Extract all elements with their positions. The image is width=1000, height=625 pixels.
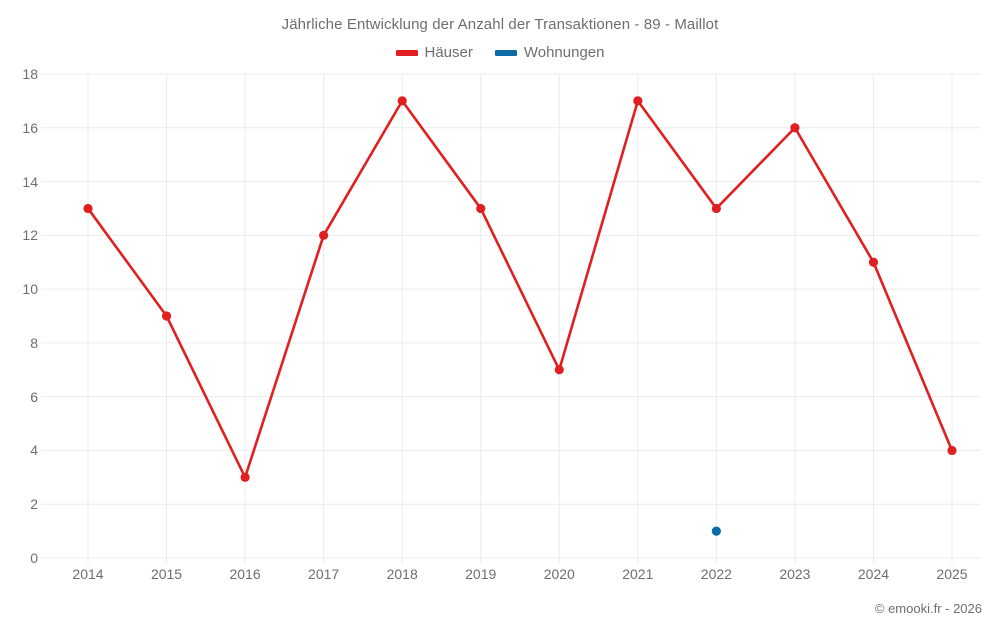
- y-tick-label: 2: [30, 496, 38, 513]
- data-point[interactable]: [947, 445, 957, 456]
- y-tick-label: 14: [22, 173, 38, 190]
- legend-swatch-hauser: [395, 49, 418, 56]
- y-tick-label: 18: [22, 66, 38, 82]
- axis-tickmarks: [41, 73, 953, 564]
- x-tick-label: 2022: [700, 566, 732, 582]
- data-point[interactable]: [397, 96, 407, 106]
- legend-label-wohnungen: Wohnungen: [523, 44, 605, 61]
- x-tick-label: 2018: [386, 566, 418, 582]
- series-layer: [83, 96, 957, 536]
- legend-label-hauser: Häuser: [424, 44, 473, 61]
- data-point[interactable]: [83, 203, 93, 214]
- x-tick-label: 2015: [150, 566, 183, 582]
- y-tick-label: 4: [30, 442, 38, 459]
- x-tick-label: 2021: [622, 566, 654, 582]
- y-tick-label: 8: [30, 334, 38, 351]
- x-tick-label: 2023: [779, 566, 811, 582]
- y-tick-label: 10: [22, 281, 38, 298]
- data-point[interactable]: [711, 526, 721, 536]
- data-point[interactable]: [240, 472, 250, 482]
- data-point[interactable]: [476, 203, 486, 214]
- y-tick-label: 16: [22, 119, 38, 136]
- data-point[interactable]: [711, 203, 721, 214]
- x-tick-label: 2025: [936, 566, 968, 582]
- legend-swatch-wohnungen: [494, 49, 517, 56]
- y-tick-label: 0: [30, 550, 38, 566]
- x-tick-label: 2019: [465, 566, 497, 582]
- chart-title: Jährliche Entwicklung der Anzahl der Tra…: [281, 16, 719, 33]
- data-point[interactable]: [161, 311, 172, 321]
- x-tick-label: 2024: [857, 566, 890, 582]
- y-tick-label: 6: [30, 388, 38, 405]
- x-tick-label: 2014: [72, 566, 104, 582]
- gridlines: [47, 73, 980, 559]
- data-point[interactable]: [554, 365, 564, 375]
- x-tick-label: 2016: [229, 566, 261, 582]
- chart-legend: Häuser Wohnungen: [0, 44, 1000, 61]
- data-point[interactable]: [790, 123, 800, 133]
- data-point[interactable]: [868, 257, 879, 267]
- y-tick-label: 12: [22, 227, 38, 244]
- legend-item-hauser[interactable]: Häuser: [395, 44, 473, 61]
- series-line-häuser: [86, 99, 954, 479]
- x-tick-label: 2017: [308, 566, 340, 582]
- data-point[interactable]: [319, 230, 329, 240]
- legend-item-wohnungen[interactable]: Wohnungen: [494, 44, 605, 61]
- y-axis: 0 2 4 6 8 10 12 14 16 18: [0, 0, 38, 625]
- x-tick-label: 2020: [543, 566, 575, 582]
- data-point[interactable]: [633, 96, 643, 106]
- footer-credit: © emooki.fr - 2026: [874, 601, 982, 616]
